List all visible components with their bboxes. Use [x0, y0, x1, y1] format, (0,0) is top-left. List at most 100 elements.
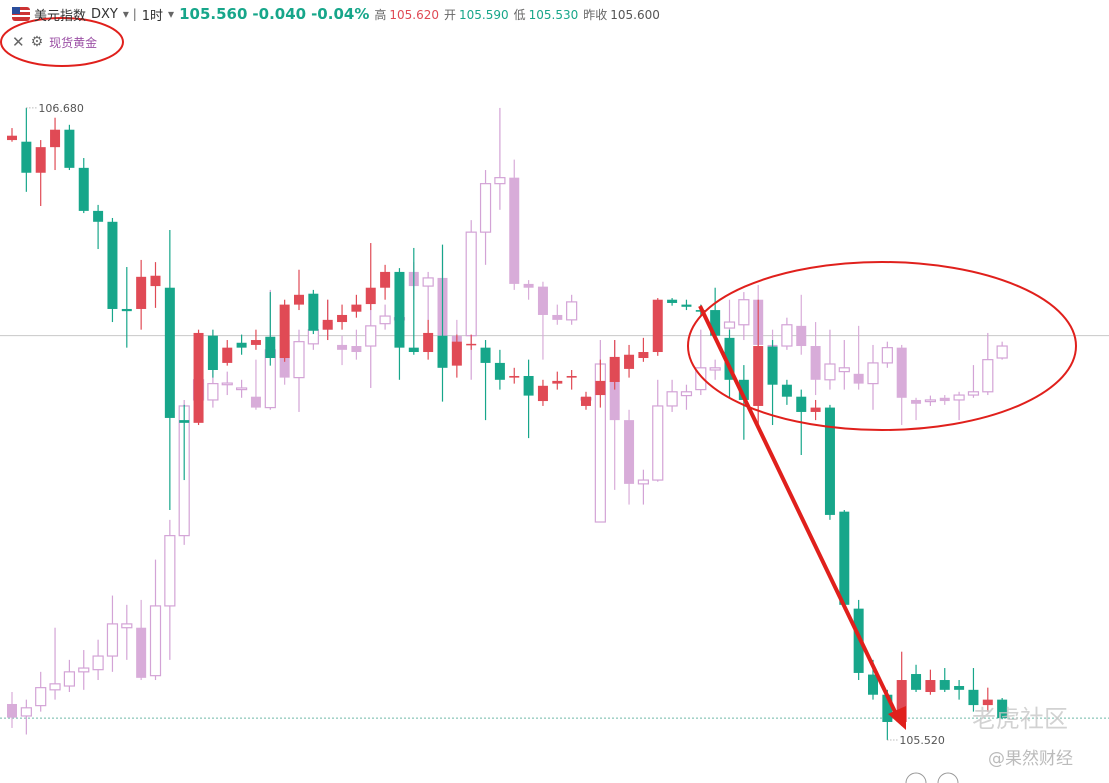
candle-body — [494, 362, 505, 380]
candle-body — [466, 343, 477, 346]
candle-body — [954, 686, 965, 690]
candle-body — [824, 363, 836, 381]
candle-body — [624, 420, 635, 484]
candle-body — [164, 535, 176, 607]
candle-body — [609, 359, 620, 421]
candle-body — [451, 341, 462, 366]
interval[interactable]: 1时 — [141, 8, 164, 24]
candle-body — [652, 299, 663, 353]
candle-body — [236, 342, 247, 348]
candle-body — [207, 383, 219, 401]
candle-body — [796, 396, 807, 412]
candle-body — [136, 627, 147, 678]
candle-body — [681, 304, 692, 307]
candle-body — [509, 375, 520, 378]
candle-body — [710, 310, 721, 336]
candle-body — [652, 405, 664, 481]
candle-body — [939, 680, 950, 690]
candle-body — [997, 699, 1008, 719]
watermark: 老虎社区 — [972, 705, 1068, 733]
candle-body — [839, 511, 850, 605]
candle-body — [365, 325, 377, 347]
candle-body — [250, 340, 261, 345]
candle-body — [824, 407, 835, 515]
candle-body — [365, 287, 376, 305]
candle-body — [136, 276, 147, 309]
candle-body — [422, 277, 434, 287]
overlay-name: 现货黄金 — [49, 35, 98, 50]
candle-body — [695, 367, 707, 391]
candle-body — [853, 373, 864, 384]
candle-body — [982, 699, 993, 706]
candle-body — [351, 346, 362, 353]
annotation-ellipse — [0, 17, 124, 67]
candle-body — [49, 683, 61, 691]
candle-body — [680, 391, 693, 397]
settings-icon[interactable]: ⚙ — [30, 34, 44, 50]
stat-label: 高 — [374, 7, 387, 22]
candle-body — [939, 397, 950, 402]
candle-body — [379, 315, 391, 325]
stat-value: 105.620 — [389, 7, 439, 22]
symbol[interactable]: DXY — [91, 6, 118, 22]
candle-body — [7, 135, 17, 141]
candle-body — [480, 347, 491, 363]
annotation-arrowhead — [888, 706, 906, 730]
candle-body — [293, 341, 305, 379]
candle-body — [552, 380, 563, 384]
candle-body — [121, 308, 132, 312]
stat-label: 昨收 — [583, 7, 608, 22]
candle-body — [609, 356, 620, 382]
candle-body — [896, 680, 907, 722]
close-icon[interactable]: ✕ — [12, 33, 25, 51]
candle-body — [279, 304, 290, 359]
candle-body — [581, 396, 591, 406]
candle-body — [924, 399, 937, 403]
change: -0.040 — [252, 5, 307, 23]
candle-body — [781, 324, 793, 347]
change-pct: -0.04% — [311, 5, 370, 23]
candle-body — [637, 479, 650, 485]
dropdown[interactable]: ▾ — [168, 7, 175, 21]
candle-body — [624, 354, 635, 369]
candle-body — [265, 336, 276, 359]
instrument-name: 美元指数 — [34, 8, 87, 24]
candle-body — [20, 707, 32, 717]
candle-body — [810, 346, 821, 380]
candle-body — [953, 394, 965, 401]
candle-body — [337, 314, 348, 323]
flag-icon — [12, 7, 30, 21]
candle-body — [64, 129, 75, 168]
candle-body — [753, 346, 764, 406]
candle-body — [149, 605, 162, 677]
candle-body — [150, 275, 161, 287]
candle-body — [465, 231, 477, 337]
price: 105.560 — [179, 5, 248, 23]
candle-body — [896, 347, 907, 398]
candle-body — [193, 332, 204, 423]
candle-body — [881, 347, 893, 364]
candle-body — [322, 319, 333, 330]
candle-body — [50, 129, 61, 148]
candle-body — [925, 680, 936, 693]
candle-body — [164, 287, 175, 418]
candle-body — [509, 177, 520, 284]
candle-body — [380, 271, 391, 288]
candle-body — [738, 379, 749, 400]
candle-body — [236, 387, 248, 391]
candle-body — [221, 382, 233, 386]
candle-body — [207, 335, 218, 370]
candle-body — [523, 283, 534, 288]
dropdown[interactable]: ▾ | — [122, 7, 137, 21]
stat-label: 开 — [443, 7, 456, 22]
candle-body — [767, 346, 778, 385]
candle-body — [967, 391, 980, 396]
candle-body — [250, 396, 261, 408]
candle-body — [537, 286, 548, 315]
candle-body — [566, 375, 577, 378]
candle-body — [853, 608, 864, 673]
candle-body — [78, 667, 90, 673]
candle-body — [667, 299, 678, 303]
annotation-arrow — [698, 305, 900, 719]
